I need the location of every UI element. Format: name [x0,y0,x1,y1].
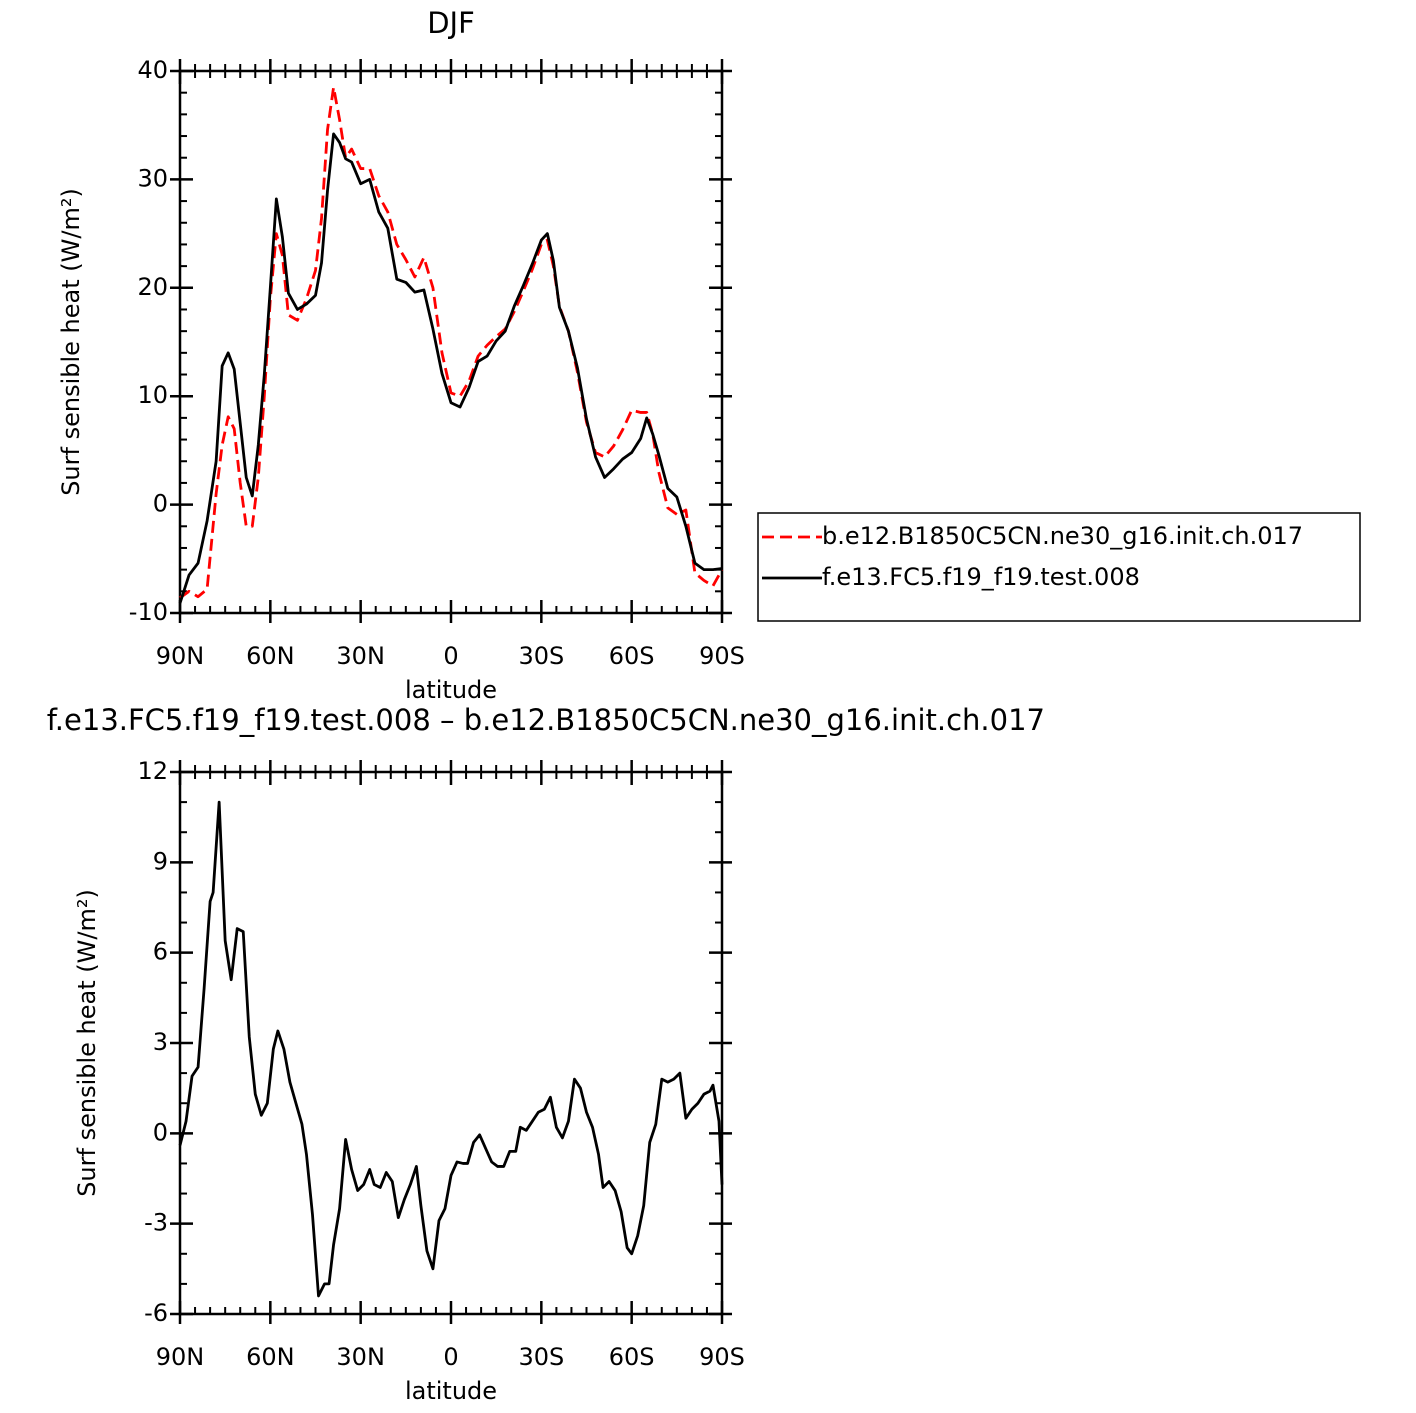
x-tick-label: 30N [336,642,385,670]
x-tick-label: 0 [443,642,458,670]
y-axis-label: Surf sensible heat (W/m²) [57,188,85,496]
x-tick-label: 60N [246,642,295,670]
data-line [178,132,723,604]
chart-title: f.e13.FC5.f19_f19.test.008 – b.e12.B1850… [47,703,1045,737]
legend-label: b.e12.B1850C5CN.ne30_g16.init.ch.017 [822,522,1303,550]
data-line [179,85,724,599]
data-line [178,800,724,1298]
y-tick-label: 40 [137,56,168,84]
legend-box [757,512,1361,622]
plot-frame [178,69,724,615]
x-axis-label: latitude [405,676,497,704]
x-tick-label: 30S [518,1343,564,1371]
x-tick-label: 0 [443,1343,458,1371]
y-tick-label: 10 [137,381,168,409]
x-tick-label: 90S [699,1343,745,1371]
x-tick-label: 90N [156,642,205,670]
x-tick-label: 30N [336,1343,385,1371]
x-axis-label: latitude [405,1377,497,1405]
x-tick-label: 90S [699,642,745,670]
y-tick-label: -3 [144,1209,168,1237]
y-tick-label: 0 [153,1118,168,1146]
y-tick-label: -6 [144,1299,168,1327]
y-tick-label: 12 [137,757,168,785]
x-tick-label: 90N [156,1343,205,1371]
y-axis-label: Surf sensible heat (W/m²) [73,889,101,1197]
x-tick-label: 30S [518,642,564,670]
x-tick-label: 60S [609,642,655,670]
y-tick-label: 0 [153,490,168,518]
chart-title: DJF [427,6,475,40]
plot-frame [178,770,724,1316]
y-tick-label: -10 [129,598,168,626]
y-tick-label: 20 [137,273,168,301]
y-tick-label: 9 [153,847,168,875]
legend-label: f.e13.FC5.f19_f19.test.008 [822,563,1140,591]
x-tick-label: 60S [609,1343,655,1371]
y-tick-label: 3 [153,1028,168,1056]
y-tick-label: 6 [153,938,168,966]
x-tick-label: 60N [246,1343,295,1371]
y-tick-label: 30 [137,164,168,192]
